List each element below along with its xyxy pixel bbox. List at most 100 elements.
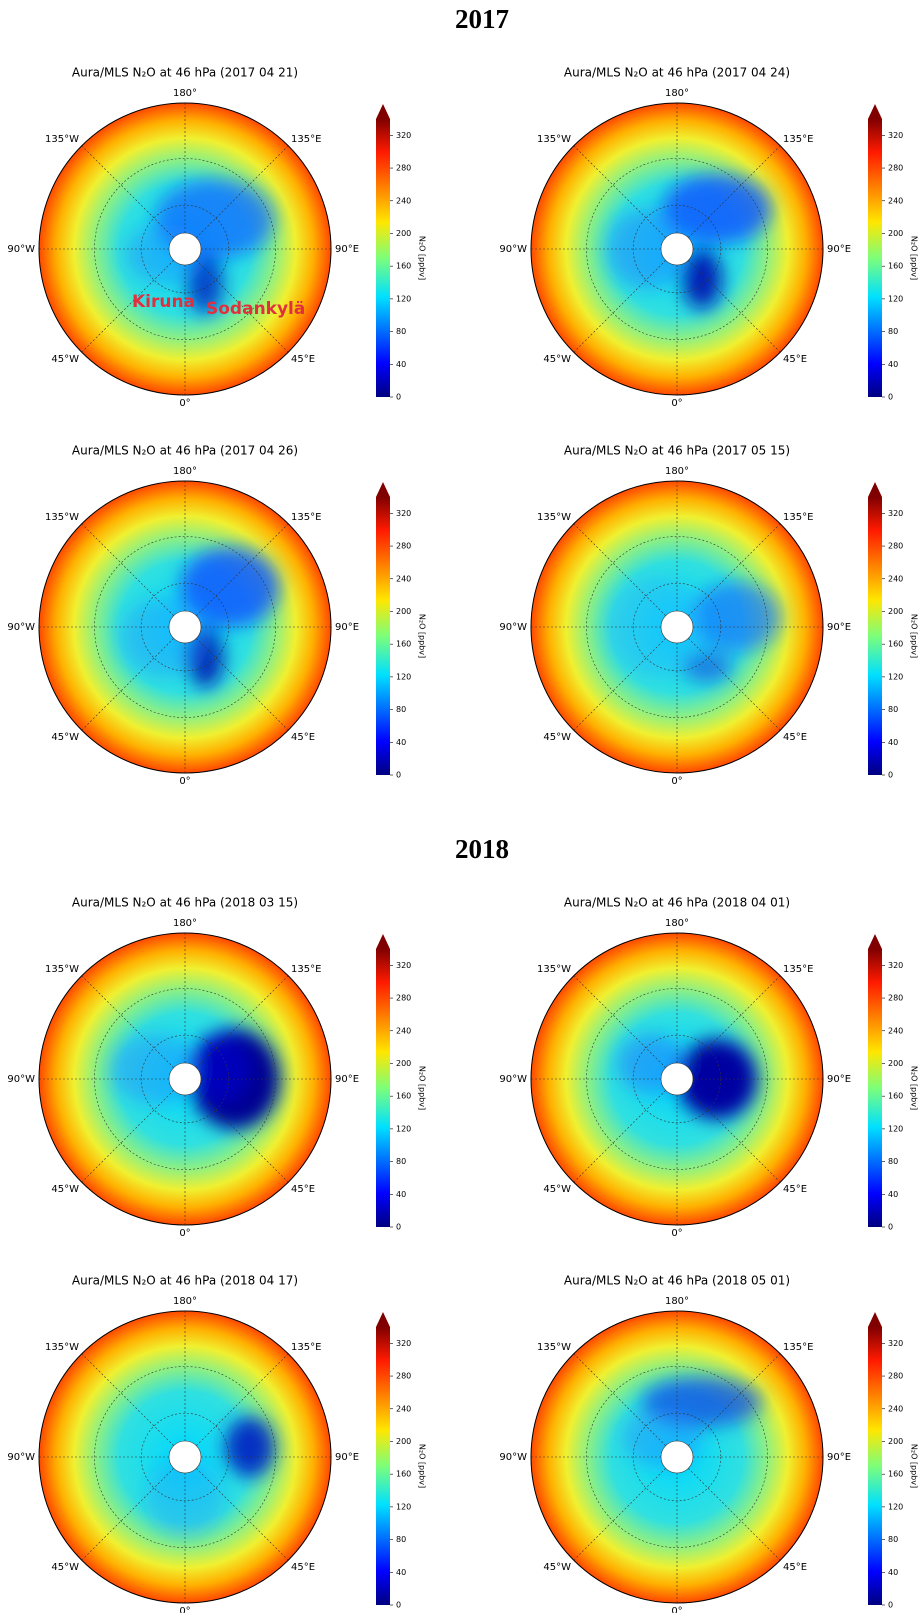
compass-label: 0°: [671, 1606, 682, 1613]
compass-label: 45°W: [51, 1184, 79, 1195]
compass-label: 180°: [665, 466, 689, 477]
compass-label: 135°E: [783, 1342, 813, 1353]
compass-label: 45°W: [51, 732, 79, 743]
compass-label: 180°: [173, 918, 197, 929]
colorbar-tick-label: 200: [888, 229, 903, 238]
colorbar-label: N₂O [ppbv]: [418, 1444, 427, 1488]
colorbar-tick-label: 120: [888, 1124, 903, 1133]
colorbar-tick-label: 40: [396, 1568, 406, 1577]
panel-title: Aura/MLS N₂O at 46 hPa (2018 04 01): [564, 896, 790, 910]
compass-label: 45°E: [291, 732, 315, 743]
colorbar-tick-label: 240: [888, 196, 903, 205]
panel-title: Aura/MLS N₂O at 46 hPa (2017 04 21): [72, 66, 298, 80]
compass-label: 135°W: [45, 1342, 79, 1353]
low-region: [225, 1417, 275, 1477]
colorbar: [868, 949, 882, 1227]
colorbar-label: N₂O [ppbv]: [418, 614, 427, 658]
compass-label: 0°: [671, 1228, 682, 1239]
colorbar: [868, 1327, 882, 1605]
map-panel: Aura/MLS N₂O at 46 hPa (2017 04 21)180°1…: [7, 66, 426, 410]
compass-label: 0°: [179, 1606, 190, 1613]
site-label: Kiruna: [132, 292, 195, 312]
compass-label: 45°E: [783, 1562, 807, 1573]
site-label: Sodankylä: [206, 299, 305, 319]
colorbar-tick-label: 160: [888, 1092, 903, 1101]
compass-label: 135°E: [291, 964, 321, 975]
colorbar-tick-label: 0: [888, 771, 893, 780]
colorbar-extend: [868, 1312, 882, 1327]
colorbar-extend: [868, 482, 882, 497]
colorbar-tick-label: 320: [396, 131, 411, 140]
colorbar-tick-label: 280: [396, 1372, 411, 1381]
colorbar-tick-label: 240: [888, 1026, 903, 1035]
colorbar-tick-label: 120: [888, 672, 903, 681]
colorbar-tick-label: 200: [888, 1437, 903, 1446]
compass-label: 45°E: [291, 354, 315, 365]
pole-hole: [661, 611, 693, 643]
colorbar-tick-label: 240: [396, 1404, 411, 1413]
colorbar-extend: [868, 104, 882, 119]
colorbar-tick-label: 280: [396, 542, 411, 551]
colorbar-tick-label: 80: [396, 705, 406, 714]
colorbar-tick-label: 80: [888, 1535, 898, 1544]
compass-label: 180°: [665, 1296, 689, 1307]
colorbar-tick-label: 40: [888, 1568, 898, 1577]
compass-label: 0°: [671, 776, 682, 787]
colorbar-tick-label: 160: [888, 262, 903, 271]
colorbar-tick-label: 240: [888, 1404, 903, 1413]
colorbar-extend: [376, 1312, 390, 1327]
colorbar-tick-label: 280: [888, 994, 903, 1003]
compass-label: 135°E: [783, 134, 813, 145]
colorbar: [376, 949, 390, 1227]
colorbar-tick-label: 0: [396, 771, 401, 780]
compass-label: 0°: [671, 398, 682, 409]
compass-label: 180°: [173, 88, 197, 99]
colorbar-tick-label: 0: [396, 393, 401, 402]
colorbar-tick-label: 160: [888, 1470, 903, 1479]
compass-label: 180°: [173, 1296, 197, 1307]
compass-label: 90°E: [827, 1074, 851, 1085]
colorbar-label: N₂O [ppbv]: [910, 236, 919, 280]
colorbar-tick-label: 280: [888, 1372, 903, 1381]
compass-label: 45°W: [51, 1562, 79, 1573]
colorbar-label: N₂O [ppbv]: [418, 1066, 427, 1110]
compass-label: 90°E: [827, 244, 851, 255]
compass-label: 135°W: [537, 512, 571, 523]
compass-label: 135°W: [45, 512, 79, 523]
compass-label: 135°W: [45, 964, 79, 975]
compass-label: 135°E: [783, 512, 813, 523]
compass-label: 90°W: [7, 1074, 35, 1085]
compass-label: 45°E: [291, 1562, 315, 1573]
compass-label: 135°E: [783, 964, 813, 975]
colorbar-tick-label: 40: [396, 1190, 406, 1199]
compass-label: 90°W: [499, 244, 527, 255]
compass-label: 90°W: [499, 622, 527, 633]
colorbar-tick-label: 160: [396, 1470, 411, 1479]
figure: 2017Aura/MLS N₂O at 46 hPa (2017 04 21)1…: [0, 0, 921, 1613]
colorbar-tick-label: 320: [396, 1339, 411, 1348]
colorbar-tick-label: 200: [396, 1437, 411, 1446]
compass-label: 90°E: [335, 1452, 359, 1463]
compass-label: 90°W: [7, 622, 35, 633]
colorbar-tick-label: 200: [396, 607, 411, 616]
colorbar-tick-label: 80: [888, 705, 898, 714]
colorbar-label: N₂O [ppbv]: [910, 1066, 919, 1110]
map-panel: Aura/MLS N₂O at 46 hPa (2018 04 01)180°1…: [499, 896, 918, 1240]
panel-title: Aura/MLS N₂O at 46 hPa (2018 05 01): [564, 1274, 790, 1288]
compass-label: 90°W: [499, 1452, 527, 1463]
colorbar-tick-label: 280: [888, 542, 903, 551]
colorbar: [376, 1327, 390, 1605]
colorbar-tick-label: 0: [396, 1601, 401, 1610]
compass-label: 90°W: [7, 244, 35, 255]
colorbar-label: N₂O [ppbv]: [910, 614, 919, 658]
colorbar-tick-label: 120: [396, 1502, 411, 1511]
compass-label: 90°E: [827, 622, 851, 633]
colorbar-tick-label: 320: [888, 1339, 903, 1348]
colorbar-tick-label: 80: [888, 327, 898, 336]
colorbar-tick-label: 40: [396, 360, 406, 369]
colorbar-tick-label: 0: [888, 1223, 893, 1232]
colorbar-label: N₂O [ppbv]: [910, 1444, 919, 1488]
compass-label: 45°E: [291, 1184, 315, 1195]
colorbar-tick-label: 120: [888, 294, 903, 303]
colorbar-tick-label: 200: [396, 1059, 411, 1068]
